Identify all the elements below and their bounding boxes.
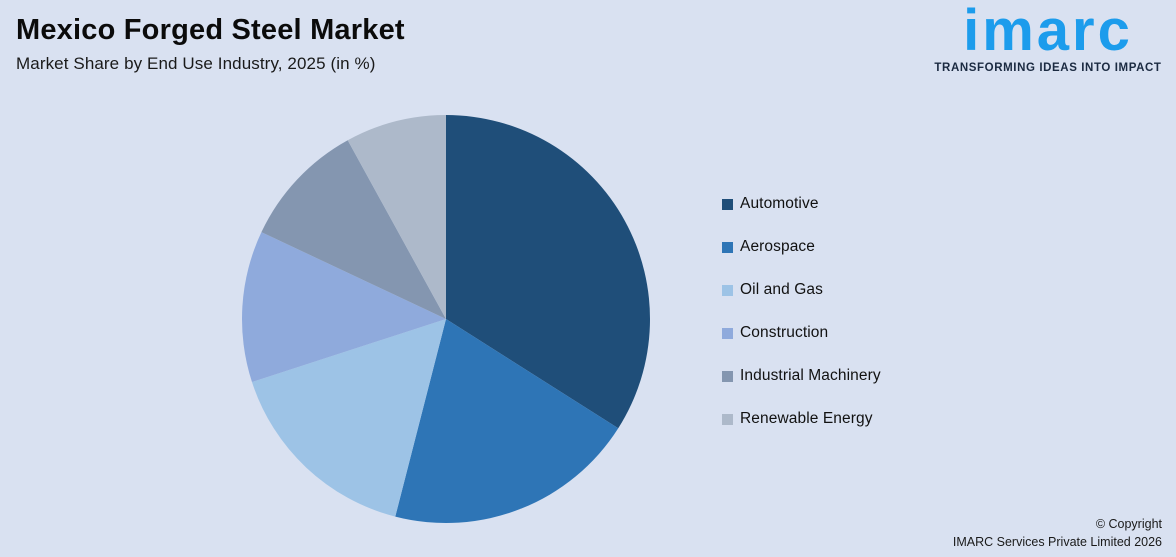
imarc-wordmark: imarc (963, 0, 1133, 63)
legend-swatch-construction (722, 327, 733, 339)
chart-legend: Automotive Aerospace Oil and Gas Constructi… (722, 195, 881, 454)
pie-slice-industrial-machinery (261, 140, 446, 319)
pie-slice-oil-and-gas (251, 319, 446, 517)
pie-slice-renewable-energy (347, 115, 446, 319)
legend-label-construction: Construction (740, 324, 829, 341)
pie-slice-automotive (446, 115, 650, 429)
legend-swatch-industrial-machinery (722, 370, 733, 382)
legend-label-oil-and-gas: Oil and Gas (740, 281, 823, 298)
legend-label-renewable-energy: Renewable Energy (740, 410, 873, 427)
legend-item-construction: Construction (722, 324, 881, 341)
pie-chart (241, 115, 650, 523)
pie-slice-construction (241, 232, 446, 383)
legend-swatch-automotive (722, 198, 733, 210)
legend-item-automotive: Automotive (722, 195, 881, 212)
chart-header: Mexico Forged Steel Market Market Share … (16, 14, 405, 74)
legend-swatch-oil-and-gas (722, 284, 733, 296)
legend-swatch-renewable-energy (722, 413, 733, 425)
legend-item-oil-and-gas: Oil and Gas (722, 281, 881, 298)
copyright-line-2: IMARC Services Private Limited 2026 (952, 535, 1162, 550)
imarc-logo: imarc TRANSFORMING IDEAS INTO IMPACT (930, 0, 1166, 75)
legend-swatch-aerospace (722, 241, 733, 253)
legend-label-automotive: Automotive (740, 195, 819, 212)
legend-item-renewable-energy: Renewable Energy (722, 410, 881, 427)
imarc-tagline: TRANSFORMING IDEAS INTO IMPACT (934, 62, 1162, 74)
copyright-notice: © Copyright IMARC Services Private Limit… (953, 515, 1162, 553)
legend-item-industrial-machinery: Industrial Machinery (722, 367, 881, 384)
legend-label-industrial-machinery: Industrial Machinery (740, 367, 881, 384)
copyright-line-1: © Copyright (1095, 516, 1162, 531)
pie-slice-aerospace (395, 319, 619, 523)
legend-item-aerospace: Aerospace (722, 238, 881, 255)
page-title: Mexico Forged Steel Market (16, 14, 405, 46)
legend-label-aerospace: Aerospace (740, 238, 816, 255)
chart-subtitle: Market Share by End Use Industry, 2025 (… (16, 54, 376, 74)
